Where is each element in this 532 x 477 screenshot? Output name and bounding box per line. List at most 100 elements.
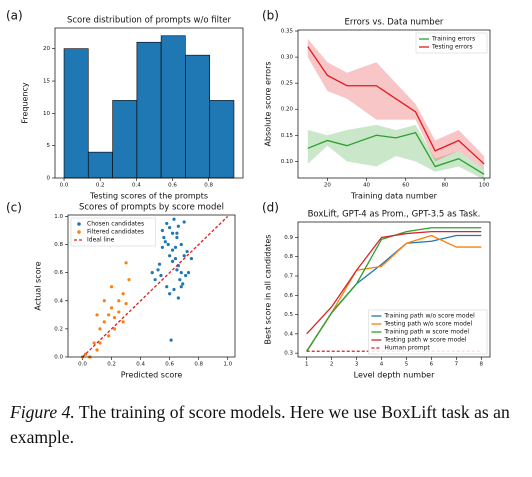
point bbox=[182, 254, 186, 258]
y-tick-label: 0.9 bbox=[284, 235, 293, 241]
chart-title: Scores of prompts by score model bbox=[79, 203, 224, 213]
caption-text: The training of score models. Here we us… bbox=[10, 402, 510, 447]
x-tick-label: 6 bbox=[430, 362, 434, 368]
x-axis-label: Level depth number bbox=[354, 371, 435, 380]
panel: (a) Score distribution of prompts w/o fil… bbox=[6, 9, 244, 201]
point bbox=[163, 240, 167, 244]
y-tick-label: 0.30 bbox=[281, 55, 294, 61]
point bbox=[109, 306, 114, 310]
x-tick-label: 0.8 bbox=[204, 183, 213, 189]
x-tick-label: 100 bbox=[479, 183, 490, 189]
point bbox=[176, 296, 180, 300]
figure: (a) Score distribution of prompts w/o fil… bbox=[6, 9, 491, 380]
x-tick-label: 0.4 bbox=[132, 183, 141, 189]
point bbox=[176, 224, 180, 228]
point bbox=[107, 334, 111, 338]
x-tick-label: 3 bbox=[355, 362, 359, 368]
y-tick-label: 0.4 bbox=[54, 298, 63, 304]
x-tick-label: 8 bbox=[480, 362, 484, 368]
legend-label: Filtered candidates bbox=[87, 229, 144, 236]
data-line bbox=[307, 46, 485, 165]
point bbox=[179, 242, 183, 247]
point bbox=[102, 320, 106, 324]
point bbox=[98, 341, 102, 345]
data-line bbox=[82, 215, 229, 358]
x-tick-label: 7 bbox=[455, 362, 459, 368]
point bbox=[165, 285, 169, 289]
point bbox=[168, 226, 172, 230]
point bbox=[185, 249, 189, 254]
plot-frame bbox=[297, 221, 491, 358]
point bbox=[121, 292, 125, 296]
legend-label: Human prompt bbox=[384, 345, 430, 352]
legend-label: Training errors bbox=[431, 36, 475, 43]
x-axis-label: Testing scores of the prompts bbox=[89, 192, 208, 201]
x-axis-label: Training data number bbox=[350, 192, 438, 201]
x-tick-label: 20 bbox=[324, 183, 331, 189]
point bbox=[172, 217, 176, 221]
point bbox=[117, 299, 121, 303]
legend-box bbox=[368, 309, 488, 355]
x-tick-label: 60 bbox=[402, 183, 409, 189]
point bbox=[159, 273, 163, 278]
error-band bbox=[307, 124, 485, 180]
point bbox=[117, 310, 121, 314]
point bbox=[178, 278, 182, 282]
x-tick-label: 40 bbox=[363, 183, 370, 189]
point bbox=[189, 256, 194, 261]
y-tick-label: 0.35 bbox=[281, 29, 294, 35]
legend-label: Testing errors bbox=[431, 44, 473, 51]
legend-label: Testing path w/o score model bbox=[383, 321, 472, 328]
y-tick-label: 0.8 bbox=[54, 242, 63, 248]
x-tick-label: 1 bbox=[305, 362, 309, 368]
data-line bbox=[306, 230, 482, 335]
bar bbox=[112, 100, 138, 179]
y-tick-label: 15 bbox=[43, 79, 50, 85]
x-tick-label: 0.4 bbox=[136, 362, 145, 368]
point bbox=[179, 285, 183, 289]
legend-label: Chosen candidates bbox=[87, 221, 144, 228]
point bbox=[181, 282, 185, 286]
point bbox=[92, 341, 96, 345]
point bbox=[124, 301, 128, 306]
y-tick-label: 0.4 bbox=[284, 331, 293, 337]
panel-label: (c) bbox=[6, 201, 22, 215]
point bbox=[184, 273, 188, 278]
point bbox=[150, 271, 154, 275]
x-tick-label: 5 bbox=[405, 362, 409, 368]
y-tick-label: 0.7 bbox=[284, 274, 293, 280]
x-axis-label: Predicted score bbox=[121, 371, 183, 380]
point bbox=[157, 262, 162, 266]
point bbox=[160, 228, 164, 233]
chart-title: Score distribution of prompts w/o filter bbox=[67, 16, 232, 26]
point bbox=[95, 313, 99, 317]
caption-label: Figure 4. bbox=[10, 402, 75, 422]
y-tick-label: 0.2 bbox=[54, 326, 63, 332]
x-tick-label: 0.6 bbox=[165, 362, 174, 368]
point bbox=[112, 327, 117, 331]
y-axis-label: Absolute score errors bbox=[264, 61, 273, 146]
point bbox=[175, 231, 179, 235]
data-line bbox=[306, 234, 482, 352]
y-tick-label: 1.0 bbox=[54, 214, 63, 220]
point bbox=[170, 231, 175, 235]
legend-box bbox=[415, 32, 488, 54]
caption: Figure 4. The training of score models. H… bbox=[10, 400, 525, 450]
plot-frame bbox=[297, 29, 491, 179]
y-axis-label: Actual score bbox=[34, 261, 43, 310]
panel: (c) Scores of prompts by score model Predi… bbox=[6, 201, 236, 380]
point bbox=[95, 348, 99, 352]
point bbox=[166, 242, 170, 247]
panel-label: (d) bbox=[262, 201, 279, 215]
y-tick-label: 5 bbox=[47, 143, 51, 149]
y-tick-label: 0.6 bbox=[54, 270, 63, 276]
chart-title: Errors vs. Data number bbox=[345, 18, 444, 28]
point bbox=[153, 278, 157, 282]
y-tick-label: 0.10 bbox=[281, 159, 294, 165]
point bbox=[168, 254, 172, 258]
point bbox=[175, 268, 179, 272]
x-tick-label: 1.0 bbox=[223, 362, 232, 368]
x-tick-label: 0.0 bbox=[78, 362, 87, 368]
y-tick-label: 0.25 bbox=[281, 81, 294, 87]
